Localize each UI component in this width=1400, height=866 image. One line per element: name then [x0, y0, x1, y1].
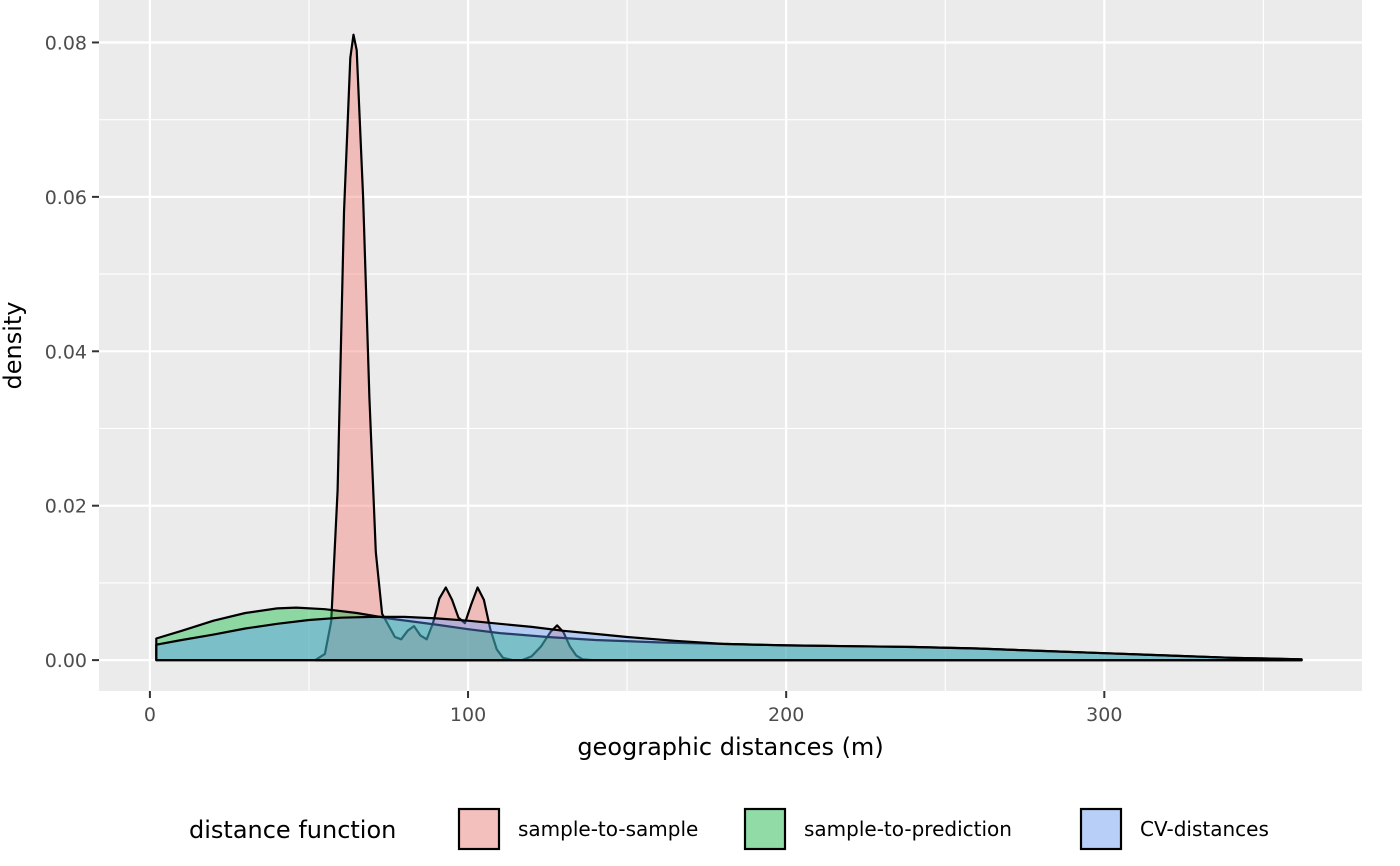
legend-key-swatch: [1079, 807, 1123, 851]
legend-key-background: [744, 808, 786, 850]
legend-label: sample-to-prediction: [804, 817, 1012, 841]
density-areas: [155, 33, 1303, 662]
legend-key-swatch: [743, 807, 787, 851]
y-tick-label: 0.08: [45, 32, 87, 54]
y-tick-label: 0.04: [45, 341, 87, 363]
density-area-3: [155, 615, 1303, 662]
y-tick-label: 0.00: [45, 650, 87, 672]
y-axis-title: density: [0, 302, 27, 390]
x-tick-label: 300: [1086, 704, 1122, 726]
legend-label: CV-distances: [1140, 817, 1269, 841]
y-tick-label: 0.06: [45, 187, 87, 209]
legend-title: distance function: [189, 816, 396, 844]
minor-gridlines: [99, 0, 1362, 691]
x-tick-label: 0: [144, 704, 156, 726]
x-axis: 0 100 200 300: [144, 691, 1122, 726]
x-tick-label: 100: [450, 704, 486, 726]
legend-label: sample-to-sample: [518, 817, 698, 841]
legend-key-background: [458, 808, 500, 850]
plot-panel-background: [99, 0, 1362, 691]
x-tick-label: 200: [768, 704, 804, 726]
legend-key-background: [1080, 808, 1122, 850]
x-axis-title: geographic distances (m): [577, 733, 883, 761]
y-tick-label: 0.02: [45, 496, 87, 518]
legend: distance function sample-to-sample sample…: [189, 807, 1269, 851]
y-axis: 0.00 0.02 0.04 0.06 0.08: [45, 32, 99, 672]
legend-key-swatch: [457, 807, 501, 851]
